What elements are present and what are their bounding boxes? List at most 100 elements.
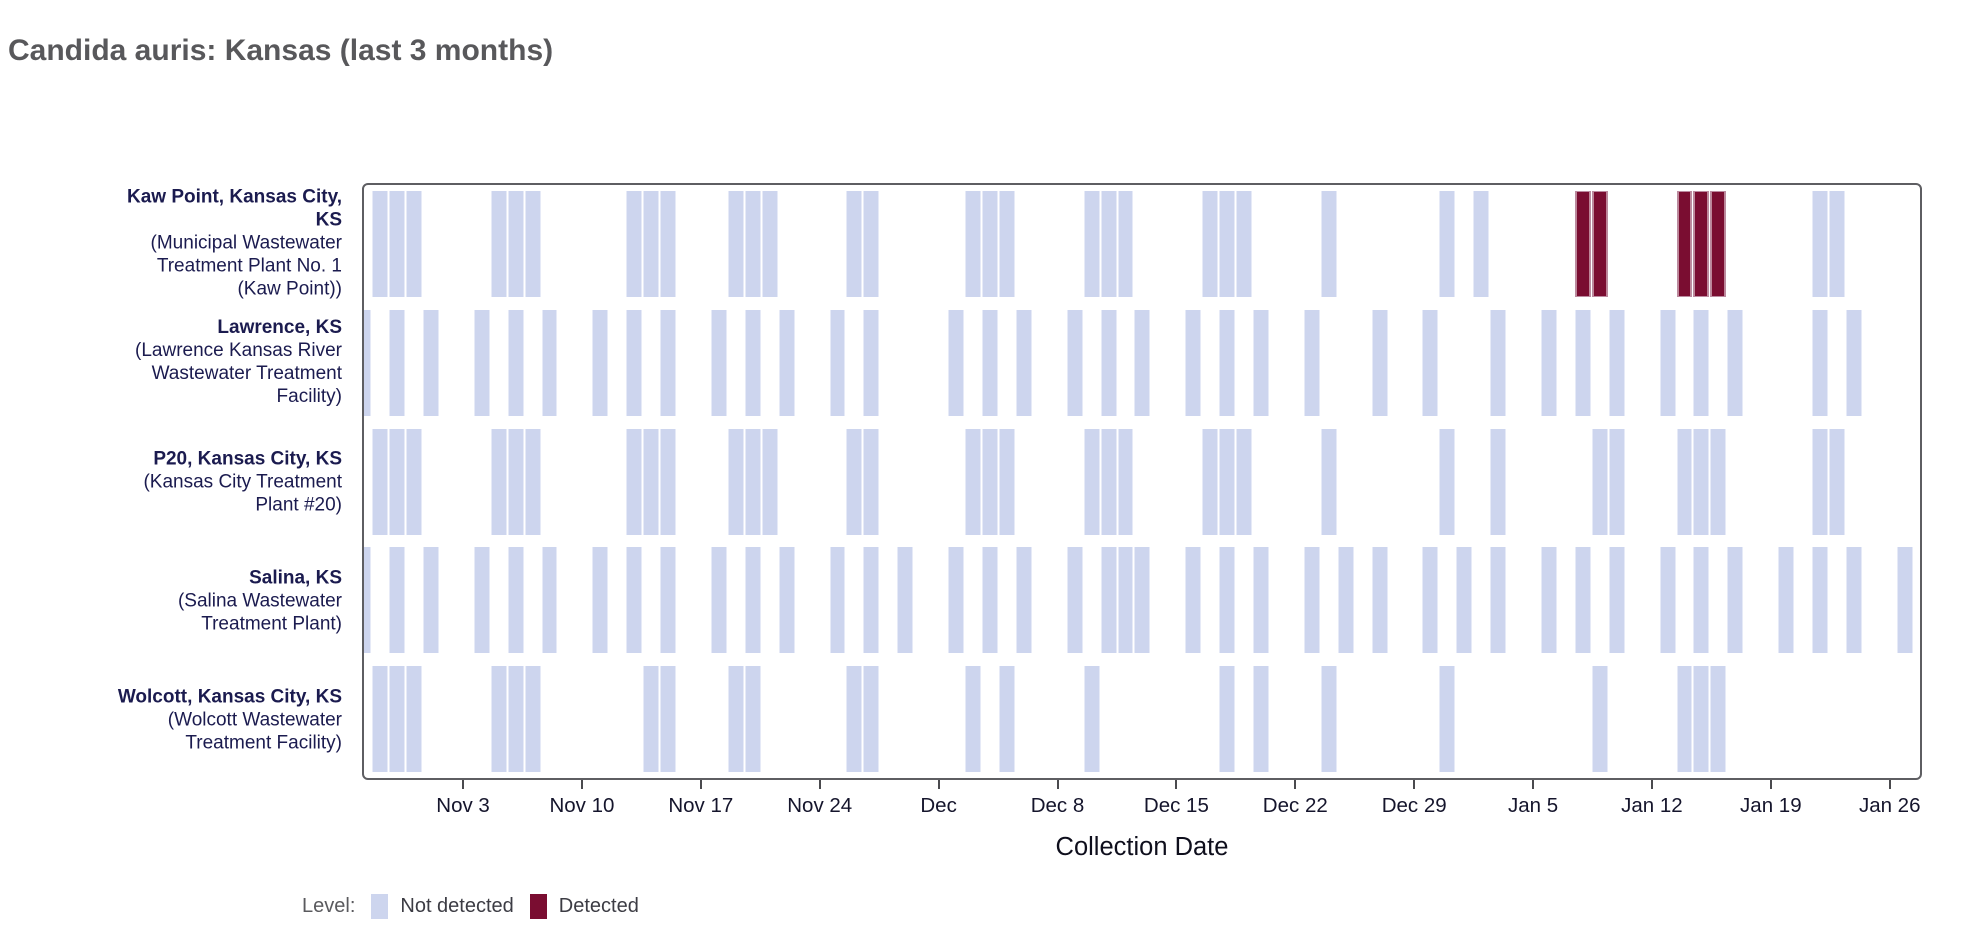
- sample-tile-not-detected: [1219, 309, 1236, 416]
- site-labels-column: Kaw Point, Kansas City, KS (Municipal Was…: [0, 0, 352, 934]
- plot-panel: [362, 183, 1922, 780]
- sample-tile-not-detected: [761, 191, 778, 298]
- sample-tile-not-detected: [626, 309, 643, 416]
- x-tick-label: Dec 8: [1030, 794, 1085, 817]
- sample-tile-not-detected: [1676, 428, 1693, 535]
- sample-tile-not-detected: [1693, 665, 1710, 772]
- sample-tile-not-detected: [660, 309, 677, 416]
- sample-tile-not-detected: [406, 665, 422, 772]
- sample-tile-not-detected: [1117, 547, 1134, 654]
- x-axis-title: Collection Date: [1055, 833, 1229, 861]
- sample-tile-not-detected: [863, 309, 880, 416]
- sample-tile-not-detected: [1236, 428, 1253, 535]
- sample-tile-not-detected: [1727, 309, 1744, 416]
- sample-tile-not-detected: [981, 191, 998, 298]
- sample-tile-not-detected: [1659, 309, 1676, 416]
- sample-tile-not-detected: [473, 309, 490, 416]
- sample-tile-not-detected: [1659, 547, 1676, 654]
- site-facility: (Kansas City Treatment Plant #20): [143, 471, 342, 515]
- sample-tile-not-detected: [1574, 547, 1591, 654]
- sample-tile-not-detected: [1574, 309, 1591, 416]
- sample-tile-not-detected: [897, 547, 914, 654]
- legend-item-detected: Detected: [529, 893, 639, 919]
- legend-item-not-detected: Not detected: [371, 893, 514, 919]
- legend-item-label: Detected: [558, 894, 639, 917]
- sample-tile-not-detected: [1134, 309, 1151, 416]
- sample-tile-not-detected: [372, 665, 389, 772]
- x-tick-mark: [1769, 780, 1772, 789]
- sample-tile-not-detected: [965, 665, 981, 772]
- legend: Level: Not detected Detected: [302, 891, 639, 921]
- sample-tile-not-detected: [1693, 309, 1710, 416]
- sample-tile-not-detected: [1219, 665, 1236, 772]
- sample-tile-not-detected: [1320, 665, 1337, 772]
- sample-tile-not-detected: [422, 547, 439, 654]
- sample-tile-not-detected: [1710, 428, 1727, 535]
- sample-tile-not-detected: [1219, 428, 1236, 535]
- sample-tile-not-detected: [1371, 547, 1388, 654]
- sample-tile-not-detected: [846, 428, 863, 535]
- site-facility: (Lawrence Kansas River Wastewater Treatm…: [135, 340, 342, 408]
- x-tick-mark: [1413, 780, 1416, 789]
- sample-tile-not-detected: [524, 665, 541, 772]
- sample-tile-not-detected: [1253, 547, 1269, 654]
- x-tick-label: Dec: [920, 794, 957, 817]
- sample-tile-not-detected: [1185, 547, 1202, 654]
- x-tick-mark: [1650, 780, 1653, 789]
- sample-tile-not-detected: [1896, 547, 1913, 654]
- x-tick-mark: [1175, 780, 1178, 789]
- sample-tile-not-detected: [948, 309, 965, 416]
- sample-tile-not-detected: [1100, 191, 1117, 298]
- sample-tile-not-detected: [626, 191, 643, 298]
- sample-tile-not-detected: [1676, 665, 1693, 772]
- sample-tile-not-detected: [1439, 665, 1456, 772]
- sample-tile-not-detected: [829, 547, 846, 654]
- sample-tile-not-detected: [998, 191, 1015, 298]
- sample-tile-not-detected: [406, 191, 422, 298]
- sample-tile-not-detected: [1303, 547, 1320, 654]
- sample-tile-not-detected: [1693, 428, 1710, 535]
- sample-tile-not-detected: [1320, 191, 1337, 298]
- sample-tile-not-detected: [727, 428, 744, 535]
- x-tick-label: Dec 15: [1143, 794, 1209, 817]
- sample-tile-not-detected: [626, 428, 643, 535]
- sample-tile-not-detected: [507, 309, 524, 416]
- sample-tile-not-detected: [1845, 309, 1862, 416]
- sample-tile-not-detected: [1236, 191, 1253, 298]
- sample-tile-not-detected: [981, 547, 998, 654]
- site-facility: (Municipal Wastewater Treatment Plant No…: [150, 232, 342, 300]
- sample-tile-not-detected: [1253, 665, 1269, 772]
- sample-tile-not-detected: [389, 665, 405, 772]
- sample-tile-not-detected: [1829, 428, 1845, 535]
- site-label: Salina, KS (Salina Wastewater Treatment P…: [80, 566, 342, 635]
- sample-tile-not-detected: [1100, 309, 1117, 416]
- sample-tile-not-detected: [948, 547, 965, 654]
- sample-tile-not-detected: [1422, 547, 1439, 654]
- x-tick-mark: [462, 780, 465, 789]
- sample-tile-not-detected: [1490, 428, 1507, 535]
- sample-tile-not-detected: [660, 547, 677, 654]
- sample-tile-not-detected: [744, 665, 761, 772]
- sample-tile-not-detected: [1100, 547, 1117, 654]
- site-label: Wolcott, Kansas City, KS (Wolcott Wastewa…: [80, 686, 342, 755]
- sample-tile-not-detected: [1693, 547, 1710, 654]
- sample-tile-not-detected: [761, 428, 778, 535]
- sample-tile-not-detected: [1812, 547, 1829, 654]
- sample-tile-not-detected: [1303, 309, 1320, 416]
- sample-tile-not-detected: [1845, 547, 1862, 654]
- sample-tile-not-detected: [1812, 191, 1829, 298]
- sample-tile-not-detected: [1812, 428, 1829, 535]
- sample-tile-not-detected: [1320, 428, 1337, 535]
- sample-tile-not-detected: [965, 191, 981, 298]
- sample-tile-not-detected: [863, 547, 880, 654]
- x-tick-label: Dec 29: [1381, 794, 1447, 817]
- x-tick-mark: [699, 780, 702, 789]
- sample-tile-not-detected: [1541, 309, 1557, 416]
- sample-tile-not-detected: [1219, 191, 1236, 298]
- sample-tile-not-detected: [541, 547, 558, 654]
- x-tick-mark: [1532, 780, 1535, 789]
- sample-tile-detected: [1693, 191, 1710, 298]
- x-tick-label: Jan 26: [1858, 794, 1921, 817]
- sample-tile-not-detected: [660, 191, 677, 298]
